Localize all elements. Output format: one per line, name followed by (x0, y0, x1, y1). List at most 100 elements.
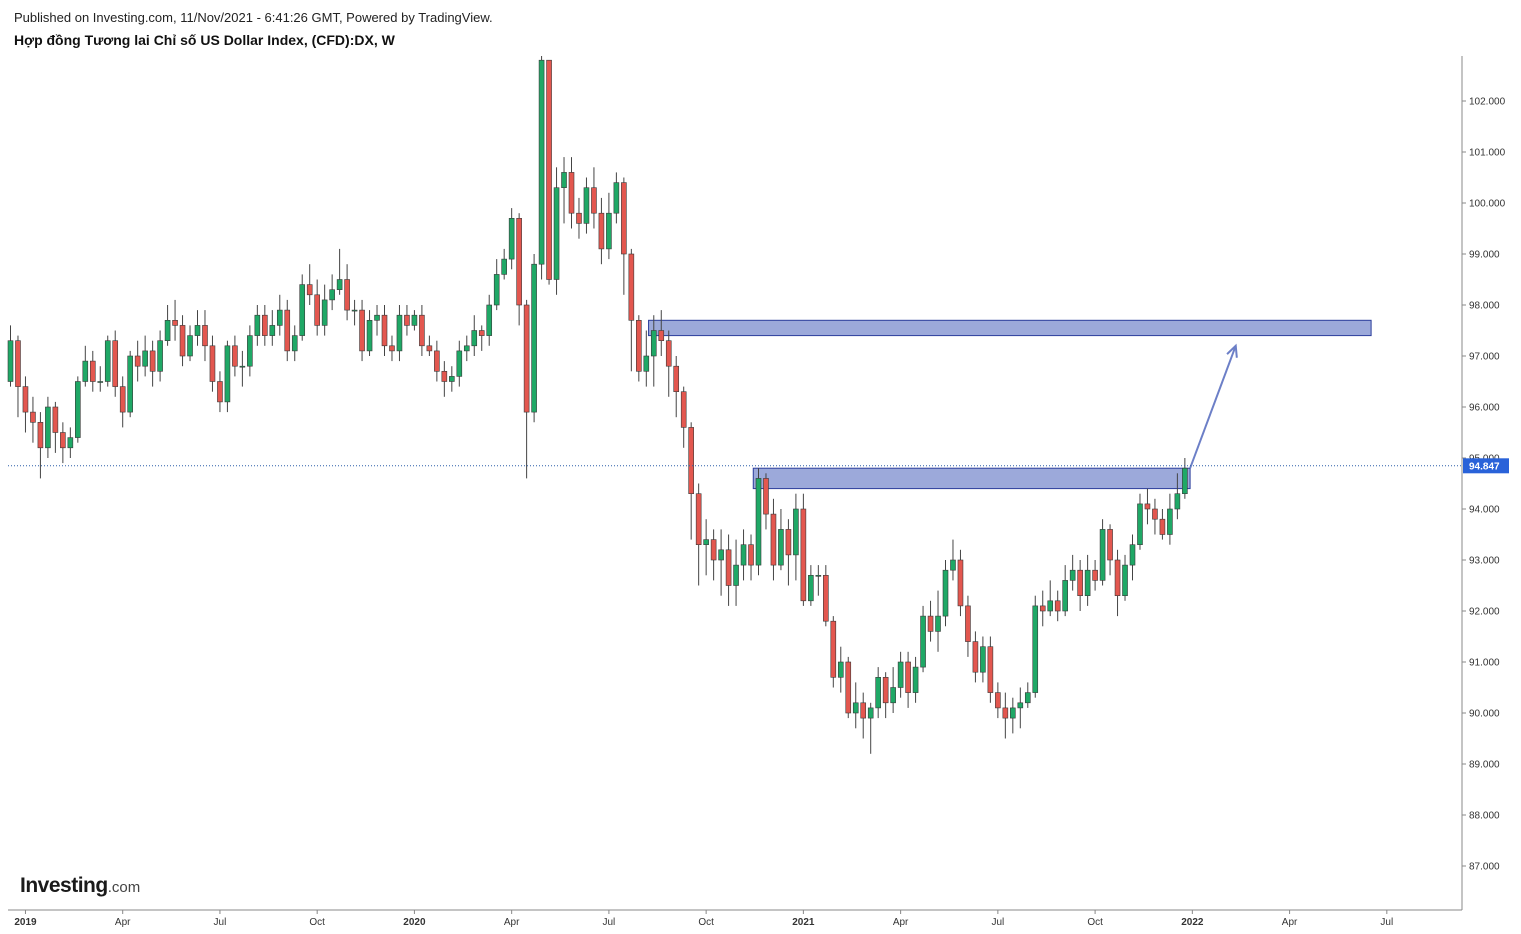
candle (179, 315, 186, 367)
candle-body-up (897, 661, 904, 688)
candle (37, 412, 44, 479)
candles-layer (7, 56, 1188, 754)
candle (695, 483, 702, 586)
candle (987, 636, 994, 703)
candle (845, 656, 852, 719)
candle-body-down (1002, 707, 1009, 719)
candle (1114, 549, 1121, 617)
candle-body-down (284, 309, 291, 352)
x-tick-label: Oct (309, 917, 325, 928)
logo-suffix: .com (107, 879, 141, 896)
candle-body-up (1174, 493, 1181, 510)
candle-body-down (665, 340, 672, 367)
candle-body-up (1099, 529, 1106, 581)
candle (718, 529, 724, 596)
candle-body-down (1159, 518, 1166, 535)
candle-body-down (523, 304, 530, 413)
candle (1099, 519, 1106, 586)
resistance-zone[interactable] (752, 467, 1191, 490)
x-tick-label: Jul (214, 917, 227, 928)
candle (336, 248, 343, 295)
candle-body-up (1062, 580, 1068, 612)
y-tick-label: 89.000 (1469, 760, 1500, 771)
candle-body-down (15, 340, 21, 387)
candle (157, 330, 163, 382)
candle (576, 197, 582, 239)
candle (920, 605, 926, 673)
candle (665, 330, 672, 397)
candle-body-down (179, 325, 186, 357)
x-tick-label: Oct (698, 917, 714, 928)
candle-body-down (830, 620, 837, 678)
candle (591, 167, 597, 229)
candle-body-down (441, 370, 448, 382)
candle (1174, 473, 1181, 520)
candle-body-down (119, 386, 126, 413)
candle-body-up (449, 376, 455, 382)
candle (486, 294, 493, 346)
candle (867, 702, 874, 754)
candle-body-down (202, 325, 208, 347)
y-tick-label: 90.000 (1469, 709, 1500, 720)
x-tick-label: Oct (1087, 917, 1103, 928)
candle-body-up (247, 335, 253, 367)
last-price-badge: 94.847 (1463, 458, 1509, 474)
axis-layer: 102.000 101.000 100.000 99.000 98.000 97.000 9… (8, 56, 1509, 928)
candle (538, 56, 545, 280)
candle-body-down (576, 212, 582, 224)
candle-body-down (314, 294, 320, 326)
candle (15, 335, 21, 418)
trend-arrow-line[interactable] (1189, 345, 1237, 469)
candle (104, 335, 111, 387)
x-tick-label: Apr (115, 917, 131, 928)
candle (905, 651, 911, 708)
candle-body-down (882, 676, 889, 704)
candle (1010, 697, 1016, 734)
candle (882, 672, 889, 719)
x-tick-label: 2020 (403, 917, 426, 928)
candle (793, 493, 799, 581)
candle (508, 208, 515, 270)
candle-body-down (404, 314, 410, 326)
candle (568, 157, 575, 229)
candle-body-down (972, 641, 979, 673)
candle (852, 682, 859, 729)
x-tick-label: Apr (1282, 917, 1298, 928)
y-tick-label: 92.000 (1469, 607, 1500, 618)
candle-body-down (987, 646, 994, 693)
candle-body-up (815, 574, 822, 577)
resistance-zone[interactable] (648, 319, 1372, 337)
candle-body-up (561, 172, 567, 188)
candle-body-up (224, 345, 231, 403)
candle (823, 565, 829, 627)
candle (411, 310, 418, 331)
candle-body-up (837, 661, 844, 678)
candle (935, 590, 941, 652)
candle (45, 396, 51, 458)
candle-body-up (194, 325, 201, 336)
candle (830, 616, 837, 688)
candle-body-up (157, 340, 163, 372)
candle (441, 361, 448, 397)
candle (1024, 682, 1031, 708)
candle-body-down (995, 692, 1001, 709)
candle-body-up (493, 274, 500, 306)
candle-body-up (471, 330, 478, 347)
candle (30, 396, 36, 443)
candle-body-down (695, 493, 702, 546)
candle (67, 427, 74, 458)
candle (942, 560, 949, 627)
candle (329, 274, 335, 311)
candle (22, 376, 29, 433)
candle (127, 350, 133, 418)
candle-body-up (67, 437, 74, 449)
candle (1032, 595, 1039, 698)
candle-body-up (920, 615, 926, 668)
candle-body-down (1114, 559, 1121, 597)
candle (785, 519, 792, 586)
x-tick-label: Jul (603, 917, 616, 928)
candle (1129, 534, 1136, 581)
candle (748, 534, 754, 581)
candle-body-up (336, 279, 343, 290)
